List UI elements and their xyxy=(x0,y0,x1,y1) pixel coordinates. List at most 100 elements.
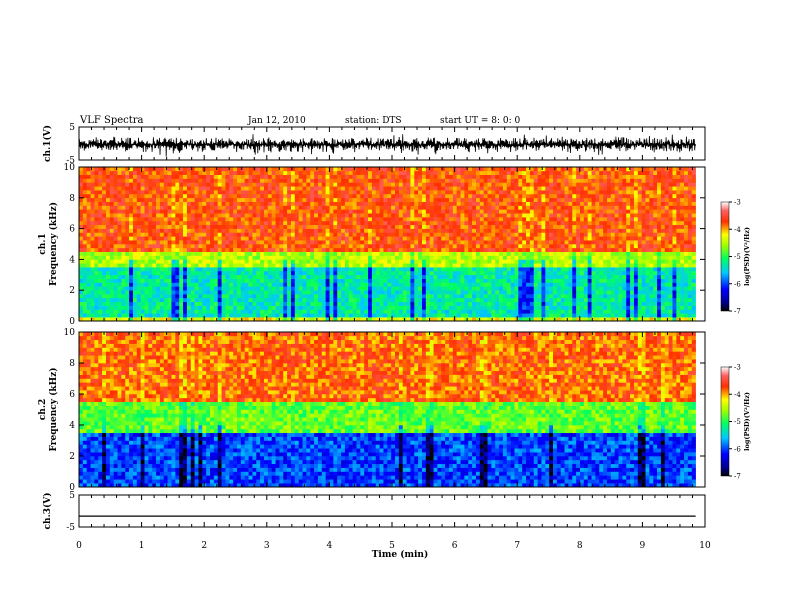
spectrogram-cell xyxy=(260,301,265,306)
spectrogram-cell xyxy=(290,301,296,306)
spectrogram-cell xyxy=(502,247,508,252)
spectrogram-cell xyxy=(491,297,496,303)
spectrogram-cell xyxy=(290,182,296,187)
spectrogram-cell xyxy=(287,270,292,276)
spectrogram-cell xyxy=(398,263,404,268)
spectrogram-cell xyxy=(425,251,430,256)
spectrogram-cell xyxy=(375,313,380,318)
spectrogram-cell xyxy=(102,301,107,306)
spectrogram-cell xyxy=(283,282,288,287)
spectrogram-cell xyxy=(529,263,535,268)
spectrogram-cell xyxy=(121,270,126,276)
spectrogram-cell xyxy=(387,313,392,318)
spectrogram-cell xyxy=(267,294,272,299)
spectrogram-cell xyxy=(356,290,361,295)
spectrogram-cell xyxy=(148,278,153,283)
spectrogram-cell xyxy=(206,274,211,279)
spectrogram-cell xyxy=(287,301,292,306)
spectrogram-cell xyxy=(545,278,550,283)
spectrogram-cell xyxy=(456,205,461,210)
spectrogram-cell xyxy=(545,309,550,314)
spectrogram-cell xyxy=(448,213,454,218)
spectrogram-cell xyxy=(210,178,215,183)
spectrogram-cell xyxy=(448,309,454,314)
spectrogram-cell xyxy=(279,313,284,318)
spectrogram-cell xyxy=(456,236,461,241)
spectrogram-cell xyxy=(121,224,126,229)
spectrogram-cell xyxy=(186,244,192,249)
spectrogram-cell xyxy=(82,301,87,306)
spectrogram-cell xyxy=(391,301,396,306)
spectrogram-cell xyxy=(233,178,238,183)
spectrogram-cell xyxy=(341,209,346,214)
spectrogram-cell xyxy=(298,309,303,314)
spectrogram-cell xyxy=(375,255,380,260)
spectrogram-cell xyxy=(98,263,103,268)
spectrogram-cell xyxy=(237,209,242,214)
spectrogram-cell xyxy=(395,240,400,245)
spectrogram-cell xyxy=(441,317,446,322)
spectrogram-cell xyxy=(395,309,400,314)
spectrogram-cell xyxy=(310,294,315,299)
spectrogram-cell xyxy=(148,294,153,299)
spectrogram-cell xyxy=(94,294,99,299)
spectrogram-cell xyxy=(472,232,477,237)
spectrogram-cell xyxy=(302,186,307,191)
spectrogram-cell xyxy=(371,247,377,252)
spectrogram-cell xyxy=(90,278,95,283)
spectrogram-cell xyxy=(152,240,157,245)
spectrogram-cell xyxy=(491,278,496,283)
spectrogram-cell xyxy=(406,186,411,191)
spectrogram-cell xyxy=(113,270,118,276)
spectrogram-cell xyxy=(495,178,500,183)
spectrogram-cell xyxy=(179,182,184,187)
spectrogram-cell xyxy=(421,186,427,191)
spectrogram-cell xyxy=(294,167,299,172)
spectrogram-cell xyxy=(329,305,334,310)
spectrogram-cell xyxy=(113,167,118,172)
spectrogram-cell xyxy=(175,182,180,187)
spectrogram-cell xyxy=(79,178,84,183)
spectrogram-cell xyxy=(152,224,157,229)
spectrogram-cell xyxy=(102,294,107,299)
spectrogram-cell xyxy=(144,228,149,233)
spectrogram-cell xyxy=(514,193,519,199)
spectrogram-cell xyxy=(183,213,188,218)
spectrogram-cell xyxy=(271,232,276,237)
spectrogram-cell xyxy=(244,267,249,272)
spectrogram-cell xyxy=(510,190,515,195)
spectrogram-cell xyxy=(364,282,369,287)
spectrogram-cell xyxy=(537,182,542,187)
spectrogram-cell xyxy=(410,317,415,322)
spectrogram-cell xyxy=(429,259,434,264)
spectrogram-cell xyxy=(314,290,319,295)
spectrogram-cell xyxy=(487,193,492,199)
spectrogram-cell xyxy=(233,301,238,306)
spectrogram-cell xyxy=(495,236,500,241)
spectrogram-cell xyxy=(179,217,184,222)
spectrogram-cell xyxy=(506,278,511,283)
spectrogram-cell xyxy=(491,274,496,279)
spectrogram-cell xyxy=(360,244,365,249)
spectrogram-cell xyxy=(402,259,407,264)
spectrogram-cell xyxy=(483,205,488,210)
spectrogram-cell xyxy=(171,213,176,218)
spectrogram-cell xyxy=(537,309,542,314)
spectrogram-cell xyxy=(526,232,531,237)
spectrogram-cell xyxy=(456,317,461,322)
spectrogram-cell xyxy=(283,255,288,260)
spectrogram-cell xyxy=(271,290,276,295)
spectrogram-cell xyxy=(518,193,523,199)
spectrogram-cell xyxy=(125,224,130,229)
spectrogram-cell xyxy=(418,205,423,210)
spectrogram-cell xyxy=(121,301,126,306)
spectrogram-cell xyxy=(198,217,203,222)
spectrogram-cell xyxy=(98,213,103,218)
spectrogram-cell xyxy=(368,232,373,237)
spectrogram-cell xyxy=(310,193,315,199)
spectrogram-cell xyxy=(271,313,276,318)
spectrogram-cell xyxy=(105,236,111,241)
spectrogram-cell xyxy=(98,217,103,222)
spectrogram-cell xyxy=(375,178,380,183)
spectrogram-cell xyxy=(329,286,334,291)
